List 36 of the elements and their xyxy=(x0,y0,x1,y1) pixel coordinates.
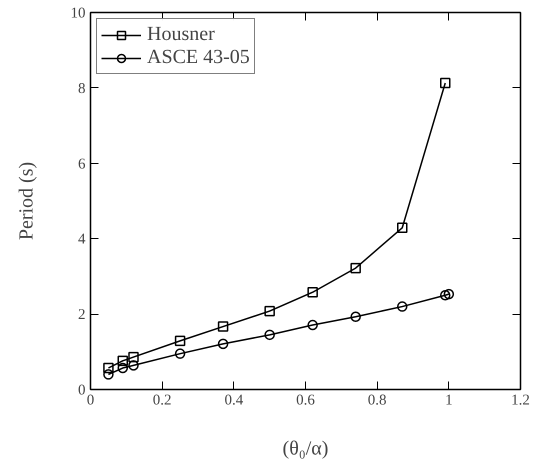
point xyxy=(350,262,361,274)
y-tick-label: 4 xyxy=(78,232,86,248)
point xyxy=(264,330,275,340)
point xyxy=(174,348,186,359)
point xyxy=(103,369,114,380)
point xyxy=(128,360,139,371)
x-axis-title: (θ₀/α) xyxy=(282,438,328,460)
point xyxy=(397,222,408,234)
point xyxy=(103,362,114,374)
point xyxy=(444,288,454,300)
point xyxy=(128,352,139,362)
y-tick-label: 6 xyxy=(78,156,86,172)
x-tick-label: 0.8 xyxy=(368,392,387,408)
point xyxy=(264,306,275,316)
point xyxy=(307,286,318,298)
point xyxy=(118,356,128,366)
point xyxy=(218,338,228,350)
point xyxy=(350,312,361,322)
point xyxy=(218,321,228,332)
y-tick-label: 0 xyxy=(78,382,86,398)
y-tick-label: 8 xyxy=(78,80,86,97)
point xyxy=(440,78,450,88)
point xyxy=(174,336,186,346)
x-tick-label: 1.2 xyxy=(511,392,530,408)
x-tick-label: 0.6 xyxy=(296,392,316,408)
point xyxy=(118,362,128,374)
point xyxy=(307,320,318,330)
y-tick-label: 10 xyxy=(70,6,86,22)
x-tick-label: 0.2 xyxy=(152,392,172,408)
y-axis-title: Period (s) xyxy=(16,162,38,240)
legend-label: ASCE 43-05 xyxy=(147,46,250,69)
legend-label: Housner xyxy=(147,23,215,46)
point xyxy=(397,301,408,312)
x-tick-label: 0.4 xyxy=(224,392,244,408)
x-tick-label: 1 xyxy=(445,392,453,408)
y-tick-label: 2 xyxy=(78,307,86,324)
